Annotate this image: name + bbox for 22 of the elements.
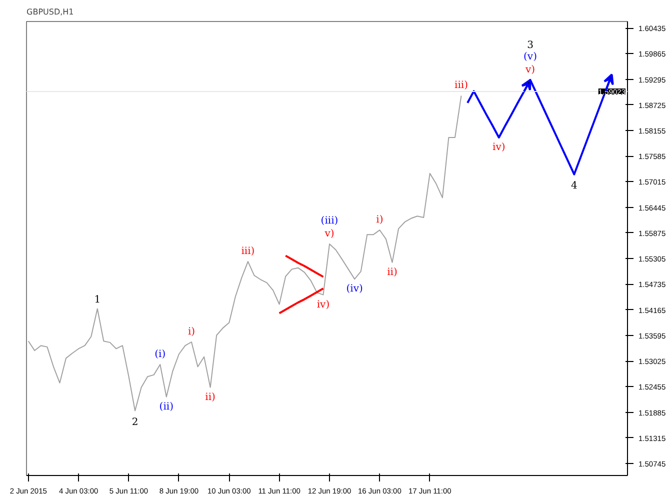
annotation: i) xyxy=(188,326,196,338)
annotation: 3 xyxy=(527,40,534,51)
annotation: (i) xyxy=(154,348,166,360)
annotation: v) xyxy=(324,228,334,240)
annotation: iii) xyxy=(241,246,255,258)
line-series xyxy=(28,95,462,412)
annotation: iii) xyxy=(454,80,468,92)
annotation: iv) xyxy=(492,142,506,153)
annotation: i) xyxy=(376,214,384,226)
annotation: v) xyxy=(524,64,536,76)
annotation: ii) xyxy=(387,266,398,278)
line-series xyxy=(284,254,324,278)
annotation: (v) xyxy=(524,51,538,62)
annotation: (iii) xyxy=(320,216,338,227)
annotation: 1 xyxy=(94,294,101,306)
annotation: (iv) xyxy=(346,284,364,295)
annotation: 4 xyxy=(570,180,578,192)
annotation: (ii) xyxy=(159,401,174,412)
annotation: ii) xyxy=(205,392,216,403)
annotation: 2 xyxy=(132,416,138,428)
annotation: iv) xyxy=(316,299,330,310)
chart-title: GBPUSD,H1 xyxy=(26,8,74,16)
